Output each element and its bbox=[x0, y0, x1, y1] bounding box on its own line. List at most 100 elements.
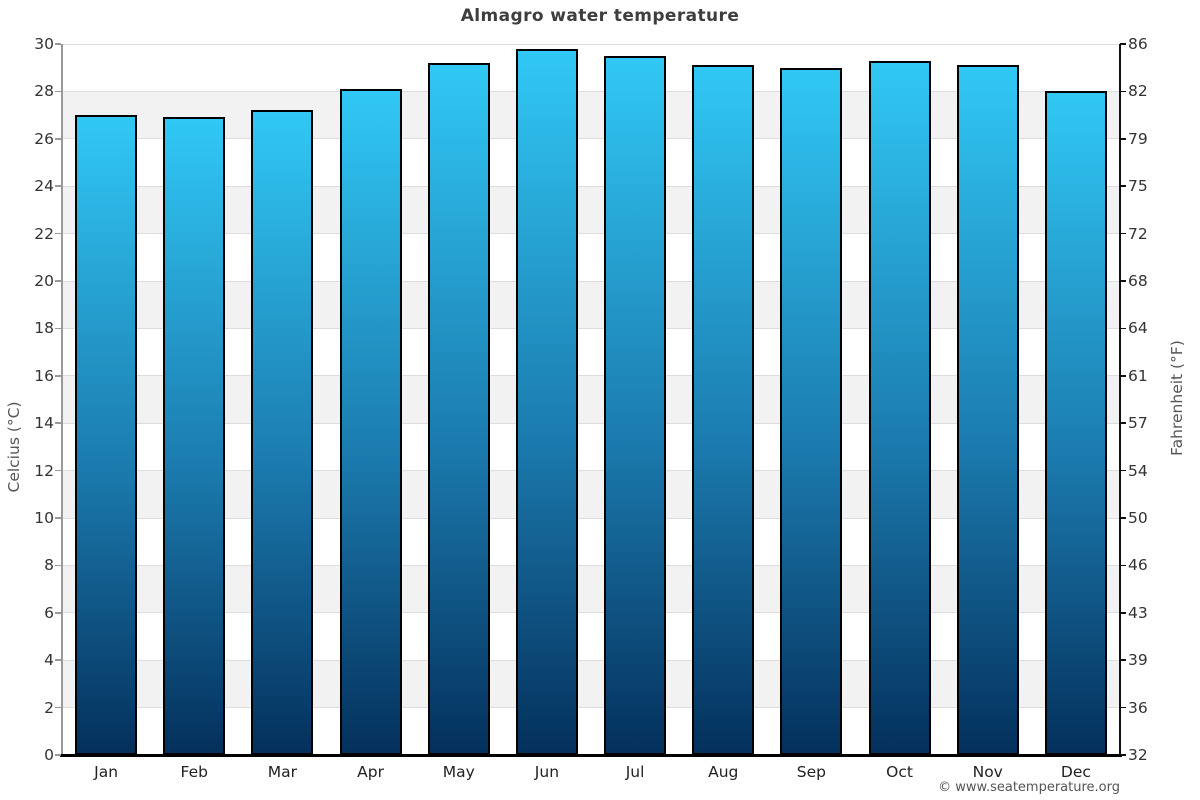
y-tickmark-left bbox=[55, 659, 61, 661]
x-tick-label-sep: Sep bbox=[796, 763, 827, 781]
y-tickmark-left bbox=[55, 375, 61, 377]
gridline bbox=[62, 185, 1120, 187]
gridline bbox=[62, 564, 1120, 566]
y-tick-label-celsius: 24 bbox=[34, 177, 54, 196]
y-tick-label-celsius: 30 bbox=[34, 35, 54, 53]
bar-may bbox=[427, 62, 490, 755]
bar-aug bbox=[692, 65, 755, 755]
y-tick-label-fahrenheit: 36 bbox=[1128, 698, 1148, 717]
x-tick-label-dec: Dec bbox=[1060, 763, 1091, 781]
y-tick-label-celsius: 14 bbox=[34, 414, 54, 433]
y-tick-label-celsius: 6 bbox=[44, 603, 54, 622]
y-tickmark-left bbox=[55, 43, 61, 45]
y-tickmark-left bbox=[55, 138, 61, 140]
x-tick-label-nov: Nov bbox=[972, 763, 1003, 781]
bar-dec bbox=[1044, 91, 1107, 755]
y-tickmark-right bbox=[1120, 469, 1126, 472]
bar-feb bbox=[163, 117, 226, 755]
bar-apr bbox=[339, 89, 402, 755]
y-tick-label-fahrenheit: 57 bbox=[1128, 414, 1148, 433]
x-tick-label-jun: Jun bbox=[534, 763, 560, 781]
y-tickmark-right bbox=[1120, 754, 1126, 756]
gridline bbox=[62, 233, 1120, 235]
gridline bbox=[62, 138, 1120, 140]
y-tickmark-right bbox=[1120, 185, 1126, 187]
y-tickmark-left bbox=[55, 517, 61, 519]
right-axis-line bbox=[1119, 44, 1121, 755]
bar-jul bbox=[604, 55, 667, 755]
y-tick-label-fahrenheit: 64 bbox=[1128, 319, 1148, 338]
grid-band bbox=[62, 565, 1120, 613]
gridline bbox=[62, 375, 1120, 377]
y-tick-label-fahrenheit: 43 bbox=[1128, 603, 1148, 622]
y-tickmark-left bbox=[55, 469, 61, 472]
bar-jun bbox=[515, 48, 578, 755]
gridline bbox=[62, 612, 1120, 614]
y-tick-label-fahrenheit: 39 bbox=[1128, 651, 1148, 670]
y-tick-label-celsius: 16 bbox=[34, 366, 54, 385]
y-tickmark-right bbox=[1120, 422, 1126, 424]
bar-jan bbox=[75, 115, 138, 755]
y-tick-label-fahrenheit: 79 bbox=[1128, 129, 1148, 148]
y-tick-label-fahrenheit: 75 bbox=[1128, 177, 1148, 196]
y-tickmark-left bbox=[55, 232, 61, 235]
y-tick-label-celsius: 0 bbox=[44, 746, 54, 764]
grid-band bbox=[62, 186, 1120, 234]
y-tickmark-left bbox=[55, 327, 61, 330]
y-tick-label-celsius: 20 bbox=[34, 272, 54, 290]
gridline bbox=[62, 517, 1120, 519]
y-tickmark-left bbox=[55, 706, 61, 709]
gridline bbox=[62, 659, 1120, 661]
y-tick-label-celsius: 4 bbox=[44, 651, 54, 670]
y-tick-label-fahrenheit: 32 bbox=[1128, 746, 1148, 764]
y-tickmark-left bbox=[55, 90, 61, 93]
y-tick-label-celsius: 28 bbox=[34, 82, 54, 101]
gridline bbox=[62, 327, 1120, 329]
y-tickmark-right bbox=[1120, 706, 1126, 709]
x-tick-label-jul: Jul bbox=[625, 763, 645, 781]
gridline bbox=[62, 707, 1120, 709]
copyright-text: © www.seatemperature.org bbox=[938, 780, 1120, 795]
y-tickmark-right bbox=[1120, 43, 1126, 45]
y-tick-label-fahrenheit: 61 bbox=[1128, 366, 1148, 385]
x-tick-label-apr: Apr bbox=[357, 763, 384, 781]
y-tickmark-left bbox=[55, 280, 61, 282]
y-tick-label-fahrenheit: 72 bbox=[1128, 224, 1148, 243]
y-tick-label-celsius: 22 bbox=[34, 224, 54, 243]
y-tickmark-right bbox=[1120, 138, 1126, 140]
y-tickmark-right bbox=[1120, 564, 1126, 567]
y-tickmark-right bbox=[1120, 517, 1126, 519]
gridline bbox=[62, 43, 1120, 45]
x-tick-label-mar: Mar bbox=[267, 763, 298, 781]
y-tick-label-celsius: 12 bbox=[34, 461, 54, 480]
y-tickmark-right bbox=[1120, 90, 1126, 93]
y-tickmark-left bbox=[55, 754, 61, 756]
y-tick-label-celsius: 26 bbox=[34, 129, 54, 148]
y-tick-label-fahrenheit: 86 bbox=[1128, 35, 1148, 53]
y-tick-label-celsius: 18 bbox=[34, 319, 54, 338]
y-tickmark-right bbox=[1120, 659, 1126, 661]
bar-mar bbox=[251, 110, 314, 755]
y-tick-label-celsius: 10 bbox=[34, 509, 54, 527]
x-tick-label-jan: Jan bbox=[94, 763, 119, 781]
y-tick-label-celsius: 2 bbox=[44, 698, 54, 717]
bottom-axis-line bbox=[60, 754, 1122, 757]
gridline bbox=[62, 280, 1120, 282]
grid-band bbox=[62, 281, 1120, 329]
y-tick-label-celsius: 8 bbox=[44, 556, 54, 575]
y-tickmark-left bbox=[55, 564, 61, 567]
bar-oct bbox=[868, 60, 931, 755]
x-tick-label-oct: Oct bbox=[886, 763, 913, 781]
y-tickmark-right bbox=[1120, 375, 1126, 377]
y-tickmark-left bbox=[55, 612, 61, 614]
y-tick-label-fahrenheit: 54 bbox=[1128, 461, 1148, 480]
bar-sep bbox=[780, 67, 843, 755]
grid-band bbox=[62, 375, 1120, 424]
grid-band bbox=[62, 660, 1120, 708]
y-tick-label-fahrenheit: 68 bbox=[1128, 272, 1148, 290]
x-tick-label-feb: Feb bbox=[180, 763, 208, 781]
y-tick-label-fahrenheit: 50 bbox=[1128, 509, 1148, 527]
left-axis-line bbox=[61, 44, 63, 755]
x-tick-label-may: May bbox=[442, 763, 475, 781]
